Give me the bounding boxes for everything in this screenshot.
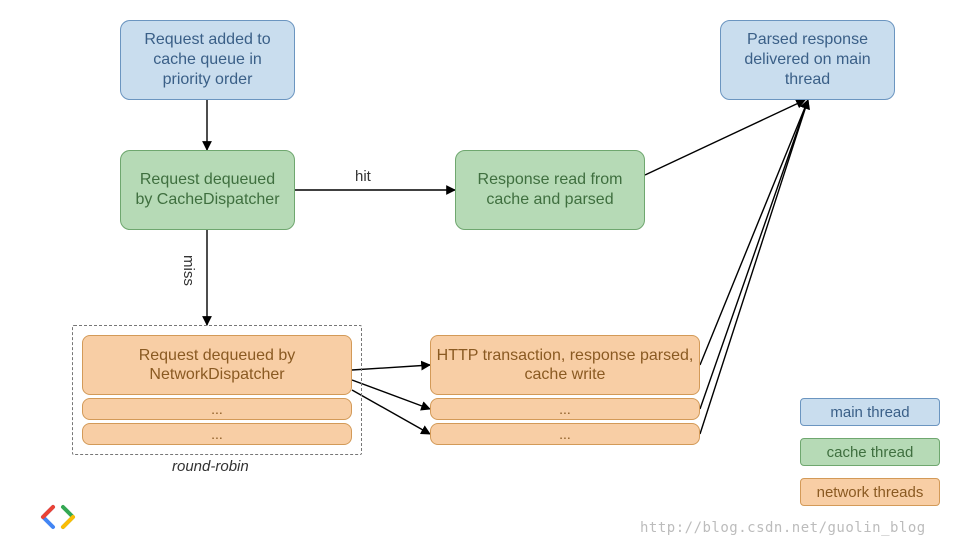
node-http-2: ... [430,423,700,445]
node-http-1: ... [430,398,700,420]
node-response-read: Response read from cache and parsed [455,150,645,230]
node-parsed-response: Parsed response delivered on main thread [720,20,895,100]
google-dev-logo-icon [40,503,76,531]
node-network-dispatcher-2: ... [82,423,352,445]
node-network-dispatcher-1: ... [82,398,352,420]
watermark-text: http://blog.csdn.net/guolin_blog [640,520,926,536]
edge-label-hit: hit [355,168,371,185]
legend-cache-thread: cache thread [800,438,940,466]
node-request-added: Request added to cache queue in priority… [120,20,295,100]
node-http-0: HTTP transaction, response parsed, cache… [430,335,700,395]
node-request-dequeued-cache: Request dequeued by CacheDispatcher [120,150,295,230]
node-network-dispatcher-0: Request dequeued by NetworkDispatcher [82,335,352,395]
legend-network-threads: network threads [800,478,940,506]
caption-round-robin: round-robin [172,458,249,475]
edge-label-miss: miss [180,255,197,286]
legend-main-thread: main thread [800,398,940,426]
